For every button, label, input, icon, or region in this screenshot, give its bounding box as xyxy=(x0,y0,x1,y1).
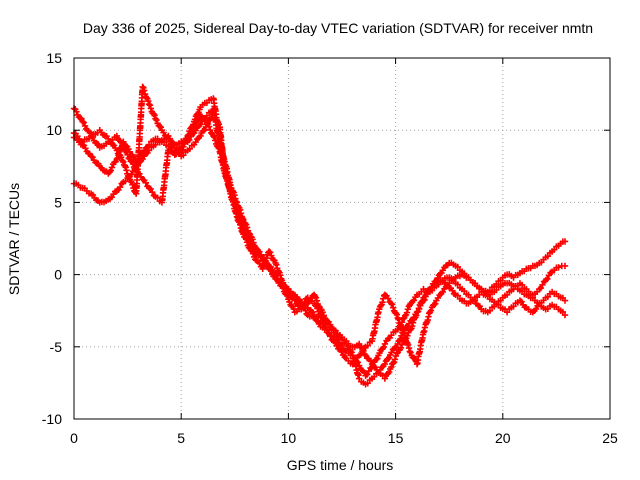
x-tick-label: 25 xyxy=(602,430,618,446)
series-3-markers xyxy=(70,105,569,368)
x-tick-label: 0 xyxy=(70,430,78,446)
y-tick-label: 0 xyxy=(54,267,62,283)
y-tick-label: 5 xyxy=(54,194,62,210)
y-tick-label: -10 xyxy=(42,411,62,427)
x-tick-label: 20 xyxy=(495,430,511,446)
plot-frame xyxy=(73,57,611,420)
series-3 xyxy=(70,105,569,368)
chart-title: Day 336 of 2025, Sidereal Day-to-day VTE… xyxy=(83,20,593,36)
y-axis-ticks: -10 -5 0 5 10 15 xyxy=(42,50,610,427)
data-markers xyxy=(70,83,569,388)
series-2 xyxy=(70,95,569,388)
series-4 xyxy=(70,83,569,382)
x-axis-ticks: 0 5 10 15 20 25 xyxy=(70,58,618,446)
y-axis-label: SDTVAR / TECUs xyxy=(6,183,22,295)
series-2-markers xyxy=(70,95,569,388)
y-tick-label: 10 xyxy=(46,122,62,138)
y-tick-label: -5 xyxy=(50,339,63,355)
x-tick-label: 5 xyxy=(177,430,185,446)
series-4-markers xyxy=(70,83,569,382)
x-tick-label: 10 xyxy=(281,430,297,446)
x-axis-label: GPS time / hours xyxy=(287,457,394,473)
x-tick-label: 15 xyxy=(388,430,404,446)
y-tick-label: 15 xyxy=(46,50,62,66)
